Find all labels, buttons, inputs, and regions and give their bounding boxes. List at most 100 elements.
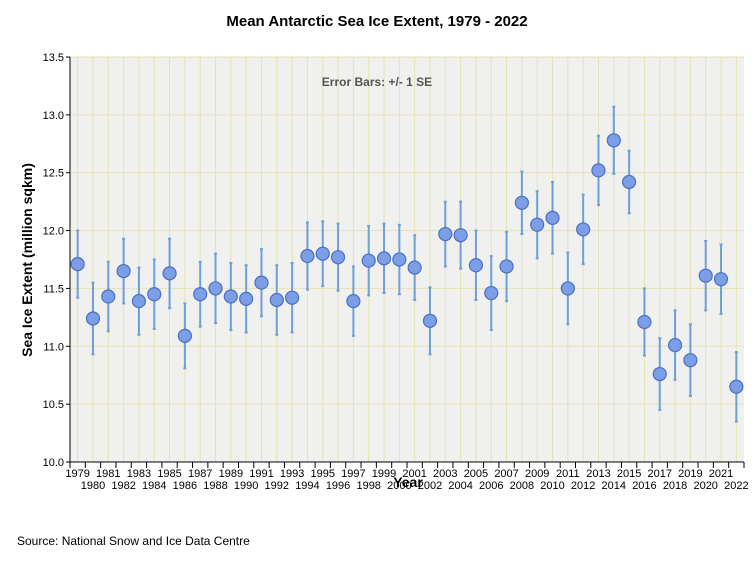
y-axis-label: Sea Ice Extent (million sqkm) — [19, 163, 35, 357]
x-tick-label: 2003 — [433, 468, 457, 480]
source-note: Source: National Snow and Ice Data Centr… — [17, 534, 250, 548]
x-tick-label: 2021 — [709, 468, 733, 480]
x-tick-label: 2022 — [724, 480, 748, 492]
data-point — [300, 248, 315, 264]
x-tick-label: 2013 — [586, 468, 610, 480]
x-tick-label: 1985 — [157, 468, 181, 480]
x-tick-label: 2017 — [648, 468, 672, 480]
x-tick-label: 1991 — [249, 468, 273, 480]
y-tick-label: 10.0 — [43, 457, 64, 469]
data-point — [376, 251, 392, 266]
data-point — [652, 366, 667, 382]
x-tick-label: 1980 — [81, 480, 105, 492]
data-point — [606, 133, 621, 148]
x-tick-label: 2018 — [663, 480, 687, 492]
data-point — [698, 268, 713, 283]
x-tick-label: 1987 — [188, 468, 212, 480]
x-tick-label: 1995 — [311, 468, 335, 480]
data-point — [101, 289, 116, 304]
data-point — [208, 281, 223, 296]
x-tick-label: 1984 — [142, 480, 166, 492]
data-point — [683, 353, 698, 368]
x-tick-label: 2009 — [525, 468, 549, 480]
data-point — [713, 272, 729, 287]
data-point — [407, 260, 422, 275]
x-tick-label: 2007 — [494, 468, 518, 480]
x-tick-label: 2016 — [632, 480, 656, 492]
x-tick-label: 2000 — [387, 480, 411, 492]
x-tick-label: 1999 — [372, 468, 396, 480]
x-tick-label: 1994 — [295, 480, 319, 492]
x-tick-label: 2006 — [479, 480, 503, 492]
data-point — [667, 338, 683, 353]
data-point — [545, 210, 560, 225]
error-bar-annotation: Error Bars: +/- 1 SE — [322, 75, 432, 89]
x-tick-label: 2001 — [402, 468, 426, 480]
x-tick-label: 2014 — [602, 480, 626, 492]
data-point — [576, 222, 591, 237]
y-tick-label: 11.0 — [43, 341, 64, 353]
y-tick-label: 12.0 — [43, 226, 64, 238]
data-point — [346, 294, 361, 309]
x-tick-label: 1983 — [127, 468, 151, 480]
data-point — [315, 246, 330, 261]
x-tick-label: 1981 — [96, 468, 120, 480]
data-point — [162, 266, 177, 281]
data-point — [484, 285, 499, 301]
data-point — [193, 287, 208, 302]
x-tick-label: 2011 — [556, 468, 580, 480]
plot-area — [70, 57, 744, 462]
data-point — [361, 253, 376, 268]
data-point — [70, 257, 85, 272]
data-point — [499, 259, 514, 274]
data-point — [85, 311, 101, 326]
data-point — [285, 290, 300, 305]
data-point — [530, 217, 545, 232]
x-tick-label: 2005 — [464, 468, 488, 480]
y-tick-label: 11.5 — [43, 283, 64, 295]
x-tick-label: 1993 — [280, 468, 304, 480]
data-point — [239, 291, 254, 306]
data-point — [177, 328, 192, 343]
y-tick-label: 13.0 — [43, 110, 64, 122]
data-point — [116, 263, 131, 279]
x-tick-label: 1988 — [203, 480, 227, 492]
data-point — [560, 281, 575, 296]
x-tick-label: 1992 — [265, 480, 289, 492]
data-point — [622, 174, 637, 190]
data-point — [254, 275, 269, 290]
data-point — [591, 163, 606, 178]
data-point — [147, 287, 162, 302]
data-point — [392, 252, 407, 267]
data-point — [223, 289, 238, 304]
x-tick-label: 2019 — [678, 468, 702, 480]
x-tick-label: 1996 — [326, 480, 350, 492]
data-point — [131, 294, 147, 309]
x-tick-label: 2008 — [510, 480, 534, 492]
data-point — [438, 226, 453, 242]
data-point — [422, 313, 438, 328]
x-tick-label: 2015 — [617, 468, 641, 480]
data-point — [514, 195, 529, 210]
y-tick-label: 12.5 — [43, 168, 64, 180]
x-tick-label: 2004 — [448, 480, 472, 492]
x-tick-label: 1989 — [219, 468, 243, 480]
x-tick-label: 2012 — [571, 480, 595, 492]
data-point — [637, 314, 652, 330]
x-tick-label: 2020 — [693, 480, 717, 492]
x-tick-label: 1982 — [111, 480, 135, 492]
x-tick-label: 1997 — [341, 468, 365, 480]
data-point — [468, 258, 484, 273]
x-tick-label: 1990 — [234, 480, 258, 492]
data-point — [729, 379, 744, 394]
x-tick-label: 2010 — [540, 480, 564, 492]
data-points — [70, 133, 744, 394]
x-tick-label: 2002 — [418, 480, 442, 492]
x-axis-label: Year — [393, 474, 423, 490]
data-point — [453, 228, 468, 243]
data-point — [330, 250, 346, 265]
chart-title: Mean Antarctic Sea Ice Extent, 1979 - 20… — [226, 13, 528, 30]
x-tick-label: 1998 — [356, 480, 380, 492]
y-tick-label: 10.5 — [43, 399, 64, 411]
